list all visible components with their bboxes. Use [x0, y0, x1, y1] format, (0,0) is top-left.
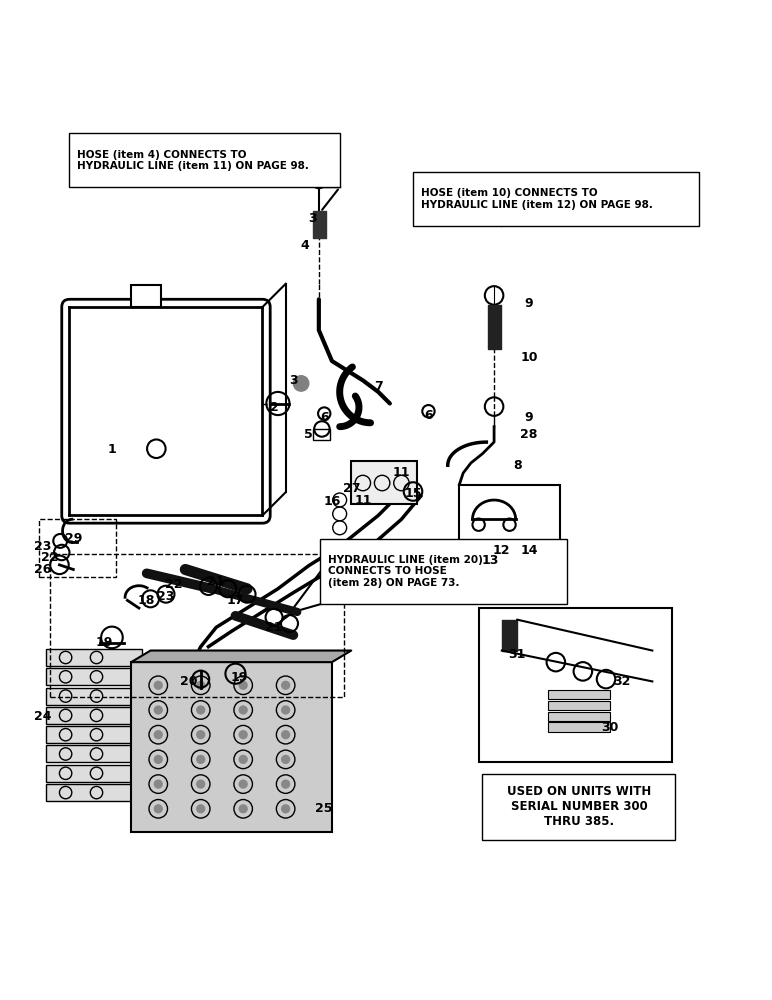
Text: 23: 23	[34, 540, 51, 553]
Text: 22: 22	[165, 578, 182, 591]
Text: HOSE (item 4) CONNECTS TO
HYDRAULIC LINE (item 11) ON PAGE 98.: HOSE (item 4) CONNECTS TO HYDRAULIC LINE…	[77, 150, 309, 171]
Text: 5: 5	[304, 428, 313, 441]
Text: 12: 12	[493, 544, 510, 557]
Bar	[548, 712, 610, 721]
Text: 11: 11	[393, 466, 410, 479]
Text: 19: 19	[96, 636, 113, 649]
Bar	[69, 133, 340, 187]
Bar	[548, 722, 610, 732]
Text: 7: 7	[374, 380, 383, 393]
Text: 20: 20	[181, 675, 198, 688]
Circle shape	[154, 779, 163, 789]
Bar	[413, 172, 699, 226]
Bar	[46, 688, 139, 705]
Text: USED ON UNITS WITH
SERIAL NUMBER 300
THRU 385.: USED ON UNITS WITH SERIAL NUMBER 300 THR…	[507, 785, 651, 828]
Bar	[482, 774, 676, 840]
Text: 10: 10	[520, 351, 537, 364]
Text: 21: 21	[208, 575, 225, 588]
Text: 28: 28	[520, 428, 537, 441]
Circle shape	[239, 779, 248, 789]
Circle shape	[154, 755, 163, 764]
Circle shape	[196, 681, 205, 690]
Circle shape	[281, 779, 290, 789]
Circle shape	[154, 681, 163, 690]
Text: 23: 23	[157, 590, 174, 603]
Circle shape	[154, 705, 163, 715]
Bar	[131, 662, 332, 832]
Text: 19: 19	[231, 671, 248, 684]
Bar	[459, 485, 560, 562]
Text: 22: 22	[42, 551, 59, 564]
Circle shape	[293, 376, 309, 391]
Bar	[548, 701, 610, 710]
Circle shape	[196, 755, 205, 764]
Bar	[46, 668, 141, 685]
Text: 16: 16	[323, 495, 340, 508]
Circle shape	[281, 755, 290, 764]
Bar	[46, 765, 133, 782]
Bar	[479, 608, 672, 762]
Text: HOSE (item 10) CONNECTS TO
HYDRAULIC LINE (item 12) ON PAGE 98.: HOSE (item 10) CONNECTS TO HYDRAULIC LIN…	[421, 188, 652, 210]
Bar	[50, 554, 344, 697]
Bar	[46, 707, 137, 724]
Text: 21: 21	[266, 621, 283, 634]
Text: 27: 27	[343, 482, 360, 495]
Bar	[46, 649, 142, 666]
Circle shape	[154, 804, 163, 813]
Circle shape	[281, 730, 290, 739]
Text: 31: 31	[509, 648, 526, 661]
Text: 26: 26	[34, 563, 51, 576]
Polygon shape	[131, 651, 351, 662]
Text: 2: 2	[269, 401, 279, 414]
Text: 11: 11	[354, 493, 371, 506]
Text: 24: 24	[34, 710, 51, 723]
Bar	[351, 461, 417, 504]
Text: 6: 6	[320, 411, 329, 424]
Text: HYDRAULIC LINE (item 20)
CONNECTS TO HOSE
(item 28) ON PAGE 73.: HYDRAULIC LINE (item 20) CONNECTS TO HOS…	[328, 555, 483, 588]
Bar	[320, 539, 567, 604]
Circle shape	[196, 730, 205, 739]
Circle shape	[281, 804, 290, 813]
Bar	[46, 726, 136, 743]
Text: 14: 14	[520, 544, 537, 557]
Bar	[39, 519, 116, 577]
FancyBboxPatch shape	[62, 299, 270, 523]
Text: 29: 29	[65, 532, 82, 545]
Bar	[46, 745, 134, 762]
Circle shape	[196, 779, 205, 789]
Text: 1: 1	[107, 443, 117, 456]
Text: 3: 3	[289, 374, 298, 387]
Bar	[131, 285, 161, 307]
Text: 6: 6	[424, 409, 433, 422]
Bar	[313, 429, 330, 440]
Text: 25: 25	[316, 802, 333, 815]
Text: 32: 32	[613, 675, 630, 688]
Text: 4: 4	[300, 239, 310, 252]
Text: 8: 8	[513, 459, 522, 472]
Circle shape	[154, 730, 163, 739]
Circle shape	[196, 804, 205, 813]
Text: 15: 15	[405, 487, 422, 500]
Circle shape	[239, 730, 248, 739]
Text: 30: 30	[601, 721, 618, 734]
Circle shape	[239, 705, 248, 715]
Text: 13: 13	[482, 554, 499, 567]
Circle shape	[239, 681, 248, 690]
Bar	[46, 784, 131, 801]
Circle shape	[239, 755, 248, 764]
Text: 17: 17	[227, 594, 244, 607]
Text: 9: 9	[524, 297, 533, 310]
Text: 9: 9	[524, 411, 533, 424]
Circle shape	[196, 705, 205, 715]
Circle shape	[281, 705, 290, 715]
Circle shape	[239, 804, 248, 813]
Text: 18: 18	[138, 594, 155, 607]
Text: 3: 3	[308, 212, 317, 225]
Bar	[548, 690, 610, 699]
Circle shape	[281, 681, 290, 690]
